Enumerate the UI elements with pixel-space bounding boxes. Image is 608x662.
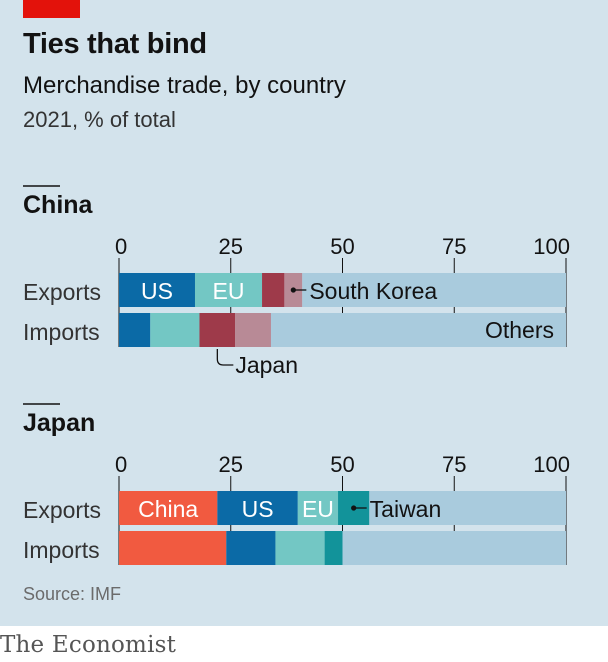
japan-bar-eu-exports — [297, 491, 339, 525]
japan-tick-label: 0 — [115, 452, 127, 477]
china-row-label: Imports — [23, 319, 100, 345]
japan-label-china: China — [138, 496, 198, 522]
china-bar-eu-imports — [150, 313, 200, 347]
japan-bar-china-exports — [119, 491, 218, 525]
publisher-name: The Economist — [0, 632, 177, 658]
brand-red-bar — [23, 0, 80, 18]
china-bar-japan-imports — [199, 313, 236, 347]
china-bar-us-imports — [119, 313, 151, 347]
china-bar-eu-exports — [194, 273, 263, 307]
japan-bar-eu-imports — [275, 531, 325, 565]
chart-unit: 2021, % of total — [23, 107, 176, 132]
china-tick-label: 100 — [533, 234, 570, 259]
china-bar-us-exports — [119, 273, 195, 307]
source-note: Source: IMF — [23, 584, 122, 604]
japan-panel-title: Japan — [23, 409, 95, 437]
japan-bar-others-exports — [369, 491, 566, 525]
china-tick-label: 0 — [115, 234, 127, 259]
japan-tick-label: 25 — [219, 452, 243, 477]
chart-subtitle: Merchandise trade, by country — [23, 72, 346, 99]
japan-tick-label: 50 — [330, 452, 354, 477]
japan-row-label: Exports — [23, 497, 101, 523]
japan-tick-label: 75 — [442, 452, 466, 477]
china-label-japan-leader — [216, 349, 234, 366]
japan-bar-others-imports — [342, 531, 566, 565]
japan-tick-label: 100 — [533, 452, 570, 477]
china-label-others: Others — [485, 317, 554, 343]
china-label-eu: EU — [213, 278, 245, 304]
japan-bar-us-imports — [226, 531, 276, 565]
china-bar-south-korea-imports — [235, 313, 271, 347]
japan-label-taiwan: Taiwan — [370, 496, 442, 522]
china-label-japan: Japan — [235, 352, 298, 378]
japan-bar-us-exports — [217, 491, 298, 525]
china-panel-title: China — [23, 191, 94, 219]
china-tick-label: 75 — [442, 234, 466, 259]
china-label-us: US — [141, 278, 173, 304]
japan-label-us: US — [242, 496, 274, 522]
china-tick-label: 25 — [219, 234, 243, 259]
china-bar-others-imports — [270, 313, 566, 347]
china-row-label: Exports — [23, 279, 101, 305]
japan-row-label: Imports — [23, 537, 100, 563]
china-bar-japan-exports — [262, 273, 285, 307]
japan-bar-china-imports — [119, 531, 227, 565]
chart-area: China 0 25 50 75 100 Exports Imports US EU South K… — [23, 185, 570, 565]
china-label-south-korea: South Korea — [309, 278, 437, 304]
chart-title: Ties that bind — [23, 28, 207, 60]
china-tick-label: 50 — [330, 234, 354, 259]
china-bar-others-exports — [302, 273, 566, 307]
japan-label-eu: EU — [302, 496, 334, 522]
japan-bar-taiwan-imports — [324, 531, 343, 565]
